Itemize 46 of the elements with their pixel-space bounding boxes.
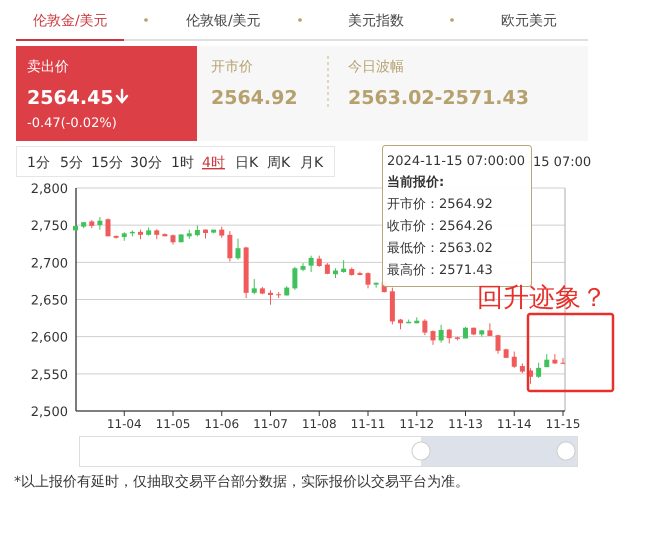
text: 伦敦银/美元 bbox=[186, 13, 261, 29]
text: 周K bbox=[267, 155, 291, 171]
text: 卖出价 bbox=[27, 59, 69, 75]
x-tick-label: 11-14 bbox=[496, 417, 532, 431]
text: 伦敦金/美元 bbox=[33, 13, 108, 29]
text: 开市价 bbox=[211, 59, 253, 75]
text: 2024-11-15 07:00:00 bbox=[387, 154, 526, 169]
text: 月K bbox=[300, 155, 324, 171]
text: 4时 bbox=[202, 155, 225, 171]
text: 日K bbox=[235, 155, 259, 171]
text: 1分 bbox=[27, 155, 50, 171]
x-tick-label: 11-06 bbox=[204, 417, 240, 431]
x-tick-label: 11-08 bbox=[302, 417, 337, 431]
text: 15 07:00 bbox=[533, 155, 592, 170]
text: 2564.92 bbox=[211, 87, 298, 109]
y-tick-label: 2,800 bbox=[30, 182, 68, 197]
annotation: 最低价：2563.02 bbox=[387, 241, 493, 256]
annotation: 开市价：2564.92 bbox=[387, 197, 493, 212]
text: 美元指数 bbox=[348, 13, 404, 29]
x-tick-label: 11-05 bbox=[156, 417, 190, 431]
annotation: 当前报价: bbox=[387, 175, 444, 190]
y-tick-label: 2,650 bbox=[30, 294, 68, 308]
text: *以上报价有延时，仅抽取交易平台部分数据，实际报价以交易平台为准。 bbox=[14, 474, 469, 490]
x-tick-label: 11-11 bbox=[350, 417, 386, 431]
text: -0.47(-0.02%) bbox=[27, 116, 117, 131]
text: 今日波幅 bbox=[348, 59, 404, 75]
text: 1时 bbox=[171, 155, 194, 171]
text: 欧元美元 bbox=[501, 13, 557, 29]
text: 30分 bbox=[130, 155, 162, 171]
x-tick-label: 11-13 bbox=[448, 417, 483, 431]
annotation: 最高价：2571.43 bbox=[387, 262, 493, 278]
text: 15分 bbox=[91, 155, 123, 171]
y-tick-label: 2,750 bbox=[30, 219, 68, 234]
x-tick-label: 11-15 bbox=[546, 417, 580, 431]
text: 2563.02-2571.43 bbox=[348, 87, 529, 109]
y-tick-label: 2,550 bbox=[30, 368, 68, 383]
x-tick-label: 11-12 bbox=[399, 417, 434, 431]
text: 5分 bbox=[60, 155, 83, 171]
annotation: 回升迹象？ bbox=[477, 283, 607, 313]
x-tick-label: 11-07 bbox=[253, 417, 288, 431]
x-tick-label: 11-04 bbox=[106, 417, 142, 431]
text: 2564.45 bbox=[27, 87, 114, 109]
y-tick-label: 2,600 bbox=[30, 330, 68, 346]
y-tick-label: 2,700 bbox=[30, 256, 68, 272]
annotation: 收市价：2564.26 bbox=[387, 219, 493, 234]
y-tick-label: 2,500 bbox=[30, 405, 68, 420]
